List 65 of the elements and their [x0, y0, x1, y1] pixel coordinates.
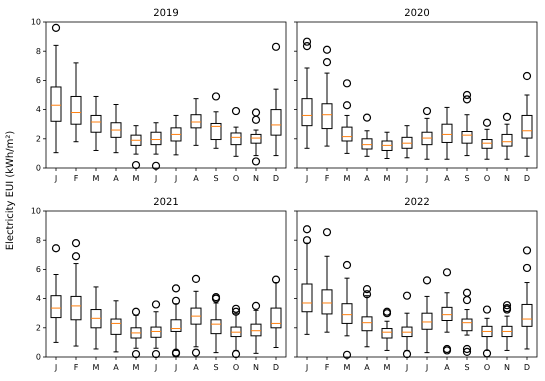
- y-tick-label: 2: [36, 323, 41, 332]
- y-tick-label: 0: [36, 164, 41, 173]
- x-tick-label: O: [232, 363, 240, 372]
- x-tick-label: N: [253, 363, 260, 372]
- x-tick-label: M: [132, 363, 140, 372]
- y-tick-label: 2: [36, 134, 41, 144]
- y-tick-label: 10: [30, 18, 41, 27]
- x-tick-label: J: [154, 363, 158, 372]
- chart-title: 2019: [153, 8, 179, 19]
- x-tick-label: J: [54, 174, 58, 183]
- x-tick-label: F: [324, 363, 330, 372]
- x-tick-label: N: [504, 363, 510, 372]
- x-tick-label: D: [272, 363, 280, 372]
- x-tick-label: J: [154, 174, 158, 183]
- x-tick-label: M: [344, 363, 351, 372]
- x-tick-label: F: [74, 363, 79, 372]
- x-tick-label: S: [213, 363, 219, 372]
- x-tick-label: M: [132, 174, 140, 183]
- x-tick-label: A: [193, 363, 200, 372]
- x-tick-label: O: [484, 363, 490, 372]
- x-tick-label: A: [113, 363, 120, 372]
- y-tick-label: 8: [36, 236, 41, 245]
- y-tick-label: 6: [36, 76, 41, 85]
- x-tick-label: N: [504, 174, 510, 183]
- x-tick-label: S: [213, 174, 219, 183]
- x-tick-label: A: [364, 363, 370, 372]
- x-tick-label: J: [424, 174, 428, 183]
- y-tick-label: 4: [36, 105, 41, 114]
- x-tick-label: O: [484, 174, 490, 183]
- x-tick-label: J: [404, 363, 408, 372]
- x-tick-label: F: [324, 174, 330, 183]
- x-tick-label: M: [384, 174, 391, 183]
- y-tick-label: 10: [30, 206, 41, 216]
- x-tick-label: J: [304, 174, 308, 183]
- x-tick-label: J: [404, 174, 408, 183]
- x-tick-label: J: [54, 363, 58, 372]
- x-tick-label: J: [424, 363, 428, 372]
- y-tick-label: 8: [36, 46, 41, 56]
- y-axis-title: Electricity EUI (kWh/m²): [5, 130, 16, 250]
- x-tick-label: J: [174, 363, 178, 372]
- chart-title: 2021: [153, 197, 179, 208]
- chart-title: 2022: [404, 197, 430, 208]
- x-tick-label: F: [74, 174, 79, 183]
- chart-title: 2020: [404, 8, 430, 19]
- x-tick-label: A: [364, 174, 370, 183]
- x-tick-label: M: [92, 363, 100, 372]
- x-tick-label: M: [92, 174, 100, 183]
- x-tick-label: S: [464, 174, 470, 183]
- x-tick-label: D: [524, 174, 530, 183]
- x-tick-label: J: [304, 363, 308, 372]
- x-tick-label: M: [384, 363, 391, 372]
- y-tick-label: 4: [36, 294, 41, 304]
- x-tick-label: J: [174, 174, 178, 183]
- x-tick-label: A: [113, 174, 120, 183]
- x-tick-label: A: [444, 363, 450, 372]
- y-tick-label: 0: [36, 352, 41, 362]
- x-tick-label: M: [344, 174, 351, 183]
- x-tick-label: D: [272, 174, 280, 183]
- x-tick-label: S: [464, 363, 470, 372]
- x-tick-label: A: [193, 174, 200, 183]
- y-tick-label: 6: [36, 264, 41, 274]
- x-tick-label: N: [253, 174, 260, 183]
- x-tick-label: A: [444, 174, 450, 183]
- x-tick-label: O: [232, 174, 240, 183]
- x-tick-label: D: [524, 363, 530, 372]
